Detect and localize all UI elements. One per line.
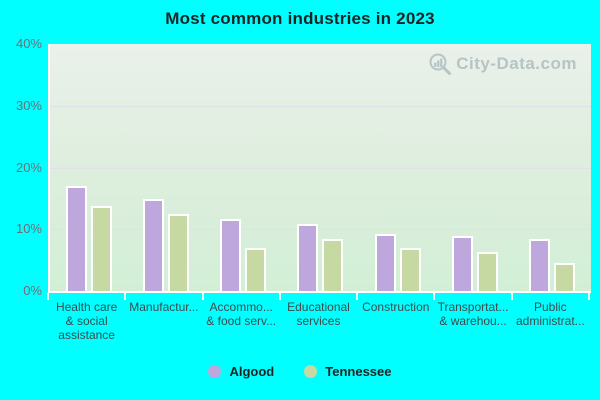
x-tick-0	[47, 293, 49, 300]
bar-group-5	[436, 44, 513, 291]
x-label-1: Manufactur...	[129, 300, 199, 314]
gridline-30	[50, 105, 591, 107]
y-tick-label-0: 40%	[15, 36, 42, 51]
bar-algood-1	[142, 199, 164, 291]
watermark-text: City-Data.com	[456, 54, 577, 73]
x-tick-7	[588, 293, 590, 300]
plot-area: City-Data.com	[48, 44, 591, 293]
bar-tennessee-4	[399, 248, 421, 291]
x-tick-5	[433, 293, 436, 300]
x-axis-ticks	[47, 293, 590, 300]
bar-algood-3	[297, 224, 319, 291]
x-tick-3	[278, 293, 281, 300]
bar-algood-5	[452, 236, 474, 291]
bar-tennessee-1	[167, 214, 189, 291]
legend-label-tennessee: Tennessee	[325, 364, 392, 379]
y-tick-label-3: 10%	[15, 221, 42, 237]
x-label-2: Accommo... & food serv...	[206, 300, 277, 328]
bar-tennessee-6	[554, 263, 576, 291]
bar-tennessee-0	[90, 206, 112, 291]
bar-group-2	[205, 44, 282, 291]
bar-group-3	[282, 44, 359, 291]
x-label-6: Public administrat...	[515, 300, 585, 328]
bar-algood-4	[374, 234, 396, 291]
y-axis-labels: 40% 30% 20% 10% 0%	[0, 36, 42, 299]
gridline-10	[50, 229, 591, 231]
city-data-logo-icon	[429, 53, 452, 75]
x-label-0: Health care & social assistance	[55, 300, 118, 342]
bar-tennessee-2	[245, 248, 267, 291]
bar-group-0	[50, 44, 127, 291]
bar-algood-6	[529, 238, 551, 291]
legend-marker-algood	[208, 365, 222, 378]
x-tick-4	[356, 293, 359, 300]
x-label-4: Construction	[362, 300, 430, 314]
bar-group-4	[359, 44, 436, 291]
x-axis-labels: Health care & social assistance Manufactur.…	[48, 300, 589, 342]
x-label-3: Educational services	[287, 300, 350, 328]
watermark: City-Data.com	[428, 52, 577, 76]
y-tick-label-4: 0%	[23, 283, 42, 298]
bar-group-1	[127, 44, 204, 291]
gridline-20	[50, 167, 591, 169]
bar-tennessee-5	[477, 252, 499, 291]
bar-algood-2	[220, 218, 242, 291]
x-tick-1	[124, 293, 127, 300]
legend: Algood Tennessee	[0, 364, 600, 379]
legend-item-algood: Algood	[208, 364, 274, 379]
legend-marker-tennessee	[304, 365, 318, 378]
y-tick-label-1: 30%	[15, 97, 42, 113]
y-tick-label-2: 20%	[15, 159, 42, 175]
legend-item-tennessee: Tennessee	[304, 364, 392, 379]
bar-groups	[50, 44, 591, 291]
bar-tennessee-3	[322, 239, 344, 291]
bar-group-6	[514, 44, 591, 291]
x-label-5: Transportat... & warehou...	[437, 300, 509, 328]
chart-title: Most common industries in 2023	[165, 9, 435, 28]
bar-algood-0	[65, 186, 87, 291]
x-tick-2	[201, 293, 204, 300]
x-tick-6	[510, 293, 513, 300]
legend-label-algood: Algood	[229, 364, 275, 379]
